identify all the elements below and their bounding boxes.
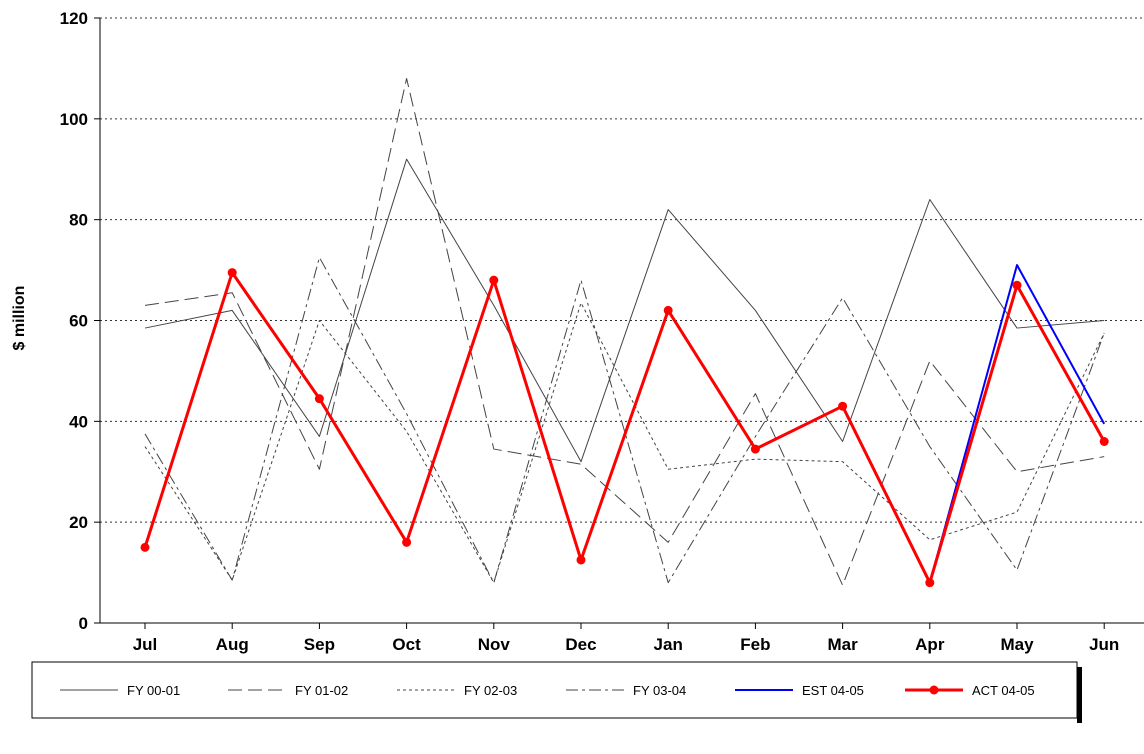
y-tick-label: 100 [60,110,88,129]
y-tick-label: 120 [60,9,88,28]
series-point [663,305,673,315]
x-tick-label: Apr [915,635,945,654]
x-tick-label: Mar [827,635,858,654]
series-line-1 [144,78,1105,586]
y-tick-label: 60 [69,312,88,331]
series-line-4 [928,264,1106,583]
axis-layer: 0 20 40 60 80 100 120 Jul Aug Sep Oct Nov Dec Jan Feb M… [60,9,1144,654]
x-tick-label: Aug [216,635,249,654]
legend-entry-label: FY 01-02 [295,683,348,698]
legend-box [31,661,1078,719]
legend-shadow [1077,667,1082,723]
series-point [402,537,412,547]
legend: FY 00-01 FY 01-02 FY 02-03 FY 03-04 EST 04-0… [31,661,1082,723]
legend-entry-label: ACT 04-05 [972,683,1035,698]
legend-marker [929,685,939,695]
y-axis-label: $ million [11,286,28,351]
series-point [838,401,848,411]
series-line-2 [144,302,1105,584]
x-tick-label: Nov [478,635,511,654]
series-line-5 [143,271,1106,585]
series-point [576,555,586,565]
legend-entry-label: EST 04-05 [802,683,864,698]
series-point [1012,280,1022,290]
series-point [140,542,150,552]
x-tick-label: Feb [740,635,770,654]
legend-entry-label: FY 03-04 [633,683,686,698]
x-tick-label: Sep [304,635,335,654]
series-line-0 [144,158,1105,463]
x-tick-label: May [1000,635,1034,654]
x-tick-label: Dec [565,635,596,654]
y-tick-label: 0 [79,614,88,633]
series-point [750,444,760,454]
legend-entry-label: FY 02-03 [464,683,517,698]
series-point [925,578,935,588]
legend-entry-label: FY 00-01 [127,683,180,698]
x-tick-label: Oct [392,635,421,654]
series-point [1099,437,1109,446]
series-point [227,268,237,278]
series-line-3 [144,256,1105,584]
y-tick-label: 80 [69,211,88,230]
series-point [314,394,324,404]
y-tick-label: 40 [69,412,88,431]
x-tick-label: Jun [1089,635,1119,654]
x-tick-label: Jan [654,635,683,654]
series-layer [140,78,1109,588]
x-tick-label: Jul [133,635,158,654]
y-tick-label: 20 [69,513,88,532]
series-point [489,275,499,285]
